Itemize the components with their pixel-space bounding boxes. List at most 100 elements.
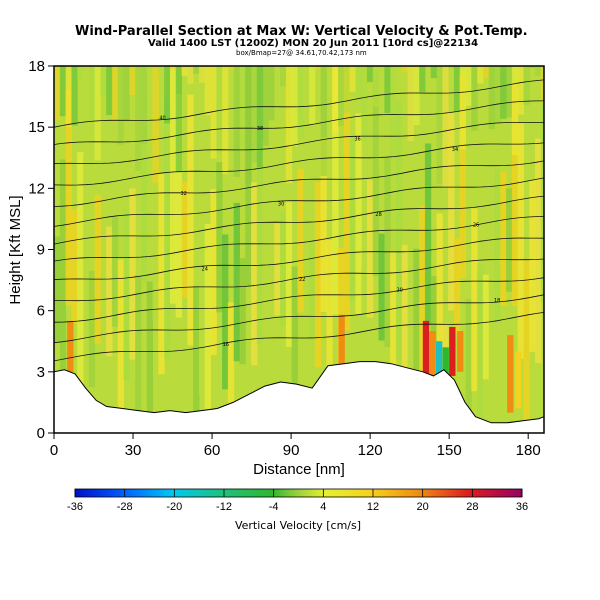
colorbar-tick-label: -4 — [269, 501, 279, 513]
field-band — [274, 223, 281, 316]
field-band — [413, 248, 420, 425]
field-band — [506, 66, 513, 118]
field-band — [453, 238, 461, 333]
plot-area: 40 38 36 34 32 30 28 26 24 22 20 18 16 — [53, 65, 545, 434]
field-band — [424, 143, 432, 326]
field-band — [355, 113, 362, 315]
field-band — [280, 212, 287, 326]
isentrope-label: 20 — [396, 288, 402, 294]
terrain-mask — [53, 361, 545, 434]
field-band — [280, 66, 287, 87]
field-band — [204, 66, 212, 116]
field-band — [378, 66, 385, 168]
field-cell — [435, 341, 443, 393]
field-band — [100, 278, 107, 376]
field-band — [135, 274, 142, 412]
x-tick-label: 150 — [437, 442, 462, 459]
field-band — [523, 66, 530, 106]
field-band — [407, 95, 414, 377]
field-band — [274, 66, 281, 124]
chart-title: Wind-Parallel Section at Max W: Vertical… — [75, 24, 528, 39]
field-band — [355, 66, 362, 100]
field-band — [71, 209, 78, 324]
field-band — [459, 66, 467, 150]
field-band — [361, 266, 368, 381]
field-band — [198, 253, 206, 396]
field-cell — [515, 351, 522, 409]
field-band — [477, 264, 484, 419]
field-band — [366, 66, 374, 83]
field-band — [164, 99, 171, 359]
field-band — [54, 66, 61, 121]
isentrope-label: 30 — [278, 202, 284, 208]
isentrope-label: 28 — [375, 212, 381, 218]
field-band — [517, 66, 524, 115]
field-band — [488, 66, 495, 130]
y-tick-label: 9 — [37, 242, 45, 259]
field-band — [419, 205, 426, 394]
field-band — [146, 281, 154, 430]
field-band — [251, 182, 258, 366]
field-cell — [442, 347, 449, 389]
field-band — [268, 66, 275, 121]
isentrope-label: 36 — [354, 136, 360, 142]
field-band — [500, 66, 507, 119]
field-band — [158, 173, 165, 375]
field-band — [135, 66, 142, 172]
field-band — [291, 66, 298, 147]
x-tick-label: 30 — [125, 442, 142, 459]
field-band — [494, 168, 501, 324]
field-band — [140, 66, 148, 145]
field-band — [471, 208, 478, 392]
x-tick-label: 0 — [50, 442, 58, 459]
field-band — [187, 66, 194, 84]
y-axis: 0 3 6 9 12 15 18 — [28, 58, 54, 442]
chart-subtitle-2: box/Bmap=27@ 34.61,70.42,173 nm — [236, 49, 367, 57]
field-cell — [507, 335, 514, 413]
field-band — [297, 168, 304, 313]
field-band — [488, 133, 495, 383]
colorbar-tick-label: -12 — [216, 501, 232, 513]
field-band — [366, 179, 374, 318]
y-tick-label: 0 — [37, 425, 45, 442]
colorbar-tick-label: 4 — [320, 501, 326, 513]
isentrope-line — [54, 142, 544, 186]
field-band — [111, 217, 119, 327]
field-band — [477, 66, 484, 84]
field-band — [88, 270, 96, 388]
field-band — [459, 75, 467, 279]
field-band — [332, 66, 339, 315]
field-band — [88, 66, 96, 121]
field-band — [106, 66, 113, 116]
isentrope-line — [54, 258, 544, 302]
field-band — [233, 202, 240, 362]
field-band — [94, 194, 101, 344]
isentrope-label: 34 — [452, 147, 458, 153]
field-band — [152, 89, 159, 322]
field-band — [193, 66, 200, 74]
colorbar-tick-label: 28 — [466, 501, 478, 513]
field-band — [77, 151, 84, 425]
field-band — [309, 66, 316, 126]
field-band — [169, 66, 177, 304]
field-band — [517, 123, 524, 360]
isentrope-line — [54, 160, 544, 207]
field-band — [471, 66, 478, 131]
field-band — [540, 66, 544, 103]
field-band — [123, 209, 130, 380]
isentrope-label: 32 — [180, 191, 186, 197]
colorbar-ticks: -36 -28 -20 -12 -4 4 12 20 28 36 — [67, 489, 528, 513]
field-band — [82, 156, 90, 278]
x-axis-label: Distance [nm] — [253, 461, 345, 478]
field-band — [71, 66, 78, 126]
isentrope-line — [54, 177, 544, 227]
field-band — [482, 66, 490, 79]
field-band — [59, 66, 67, 117]
field-cell — [422, 320, 430, 383]
field-band — [303, 179, 310, 298]
field-band — [77, 66, 84, 81]
field-band — [262, 140, 269, 421]
field-band — [390, 66, 397, 159]
field-band — [407, 66, 414, 142]
field-band — [158, 66, 165, 77]
